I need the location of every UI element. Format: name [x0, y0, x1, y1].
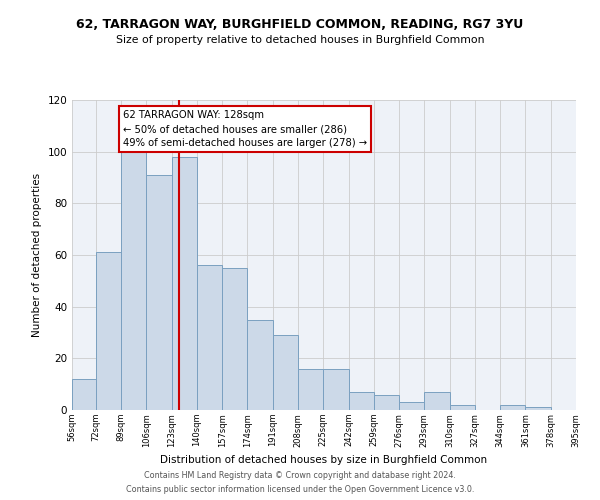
- Bar: [374, 394, 399, 410]
- Y-axis label: Number of detached properties: Number of detached properties: [32, 173, 42, 337]
- X-axis label: Distribution of detached houses by size in Burghfield Common: Distribution of detached houses by size …: [160, 455, 488, 465]
- Bar: [399, 402, 424, 410]
- Bar: [424, 392, 449, 410]
- Text: Contains public sector information licensed under the Open Government Licence v3: Contains public sector information licen…: [126, 484, 474, 494]
- Text: 62 TARRAGON WAY: 128sqm
← 50% of detached houses are smaller (286)
49% of semi-d: 62 TARRAGON WAY: 128sqm ← 50% of detache…: [122, 110, 367, 148]
- Bar: [500, 405, 526, 410]
- Bar: [121, 152, 146, 410]
- Text: 62, TARRAGON WAY, BURGHFIELD COMMON, READING, RG7 3YU: 62, TARRAGON WAY, BURGHFIELD COMMON, REA…: [76, 18, 524, 30]
- Bar: [349, 392, 374, 410]
- Bar: [172, 157, 197, 410]
- Bar: [222, 268, 247, 410]
- Text: Size of property relative to detached houses in Burghfield Common: Size of property relative to detached ho…: [116, 35, 484, 45]
- Bar: [247, 320, 273, 410]
- Bar: [146, 175, 172, 410]
- Bar: [526, 408, 551, 410]
- Bar: [298, 368, 323, 410]
- Bar: [96, 252, 121, 410]
- Bar: [72, 379, 96, 410]
- Bar: [449, 405, 475, 410]
- Bar: [197, 266, 222, 410]
- Bar: [273, 335, 298, 410]
- Bar: [323, 368, 349, 410]
- Text: Contains HM Land Registry data © Crown copyright and database right 2024.: Contains HM Land Registry data © Crown c…: [144, 472, 456, 480]
